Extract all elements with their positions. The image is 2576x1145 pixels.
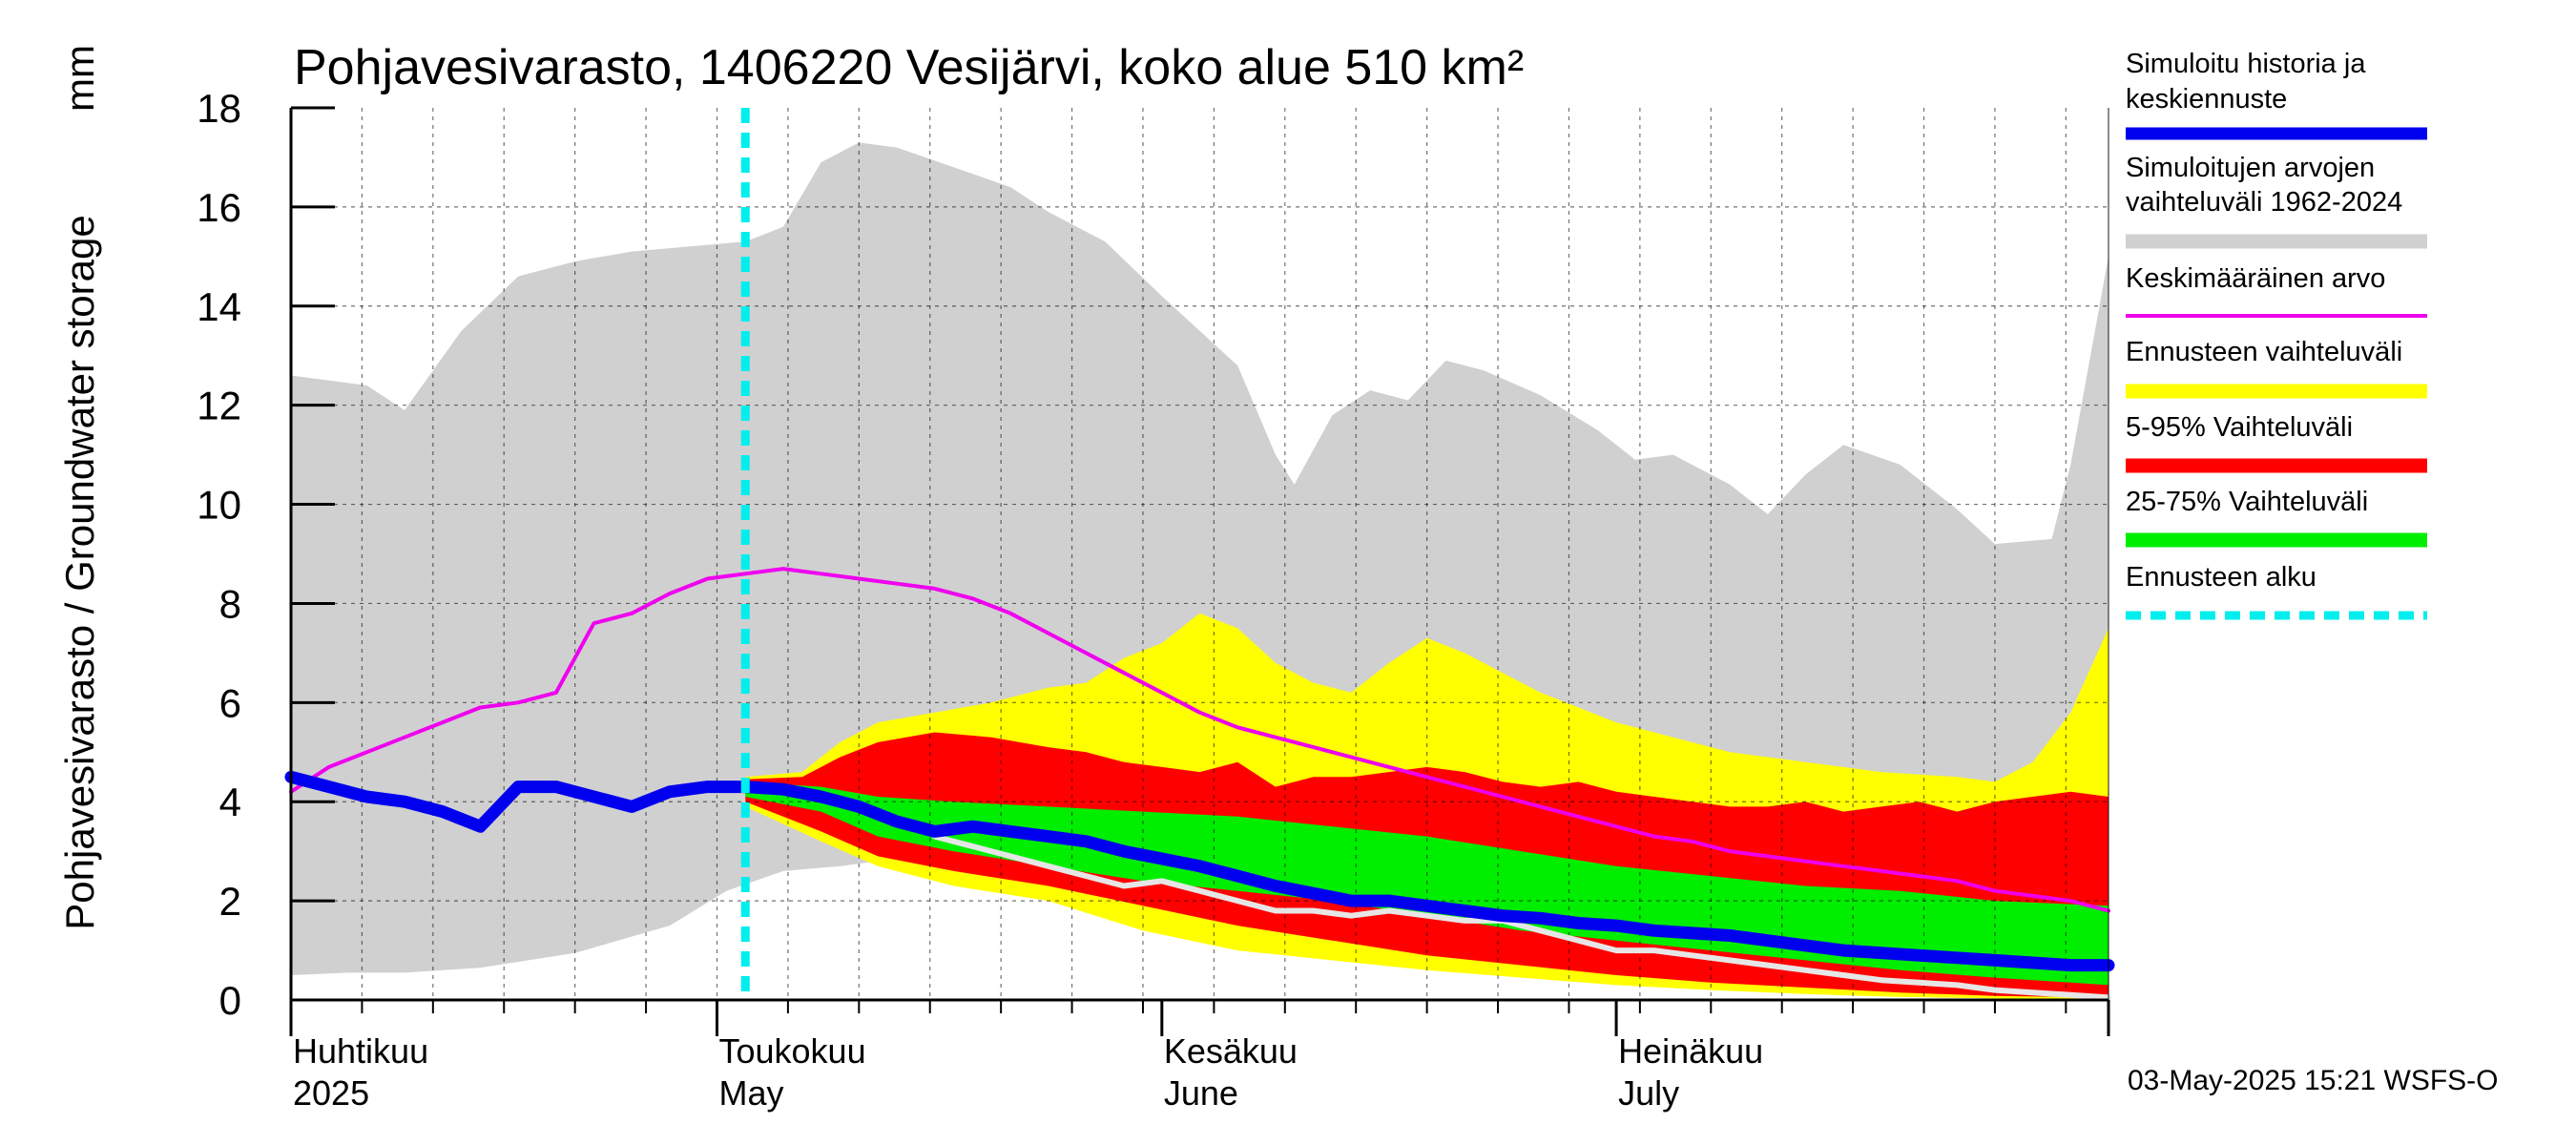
legend-label: 5-95% Vaihteluväli [2126,412,2353,443]
y-tick-label: 6 [219,680,241,725]
legend-label: vaihteluväli 1962-2024 [2126,187,2402,218]
y-axis-unit: mm [57,45,102,112]
y-tick-label: 14 [197,284,241,329]
x-month-label: Huhtikuu [293,1031,428,1071]
grid [290,108,2109,1000]
x-month-sublabel: 2025 [293,1073,369,1113]
y-tick-label: 10 [197,483,241,528]
y-tick-label: 12 [197,384,241,428]
legend-label: Simuloitujen arvojen [2126,153,2375,183]
legend: Simuloitu historia jakeskiennusteSimuloi… [2126,49,2427,620]
mean-line [289,567,2110,913]
x-month-sublabel: May [718,1073,783,1113]
legend-label: Ennusteen vaihteluväli [2126,337,2402,367]
footer-timestamp: 03-May-2025 15:21 WSFS-O [2128,1065,2499,1096]
chart-title: Pohjavesivarasto, 1406220 Vesijärvi, kok… [294,40,1524,95]
y-tick-label: 18 [197,86,241,131]
y-tick-label: 0 [219,978,241,1023]
legend-label: Keskimääräinen arvo [2126,263,2385,294]
y-tick-label: 16 [197,185,241,230]
x-month-label: Kesäkuu [1164,1031,1298,1071]
legend-item-p25_75: 25-75% Vaihteluväli [2126,487,2427,548]
simulated-line [284,770,2115,972]
forecast-light-line [931,833,2111,1001]
x-month-label: Heinäkuu [1618,1031,1763,1071]
legend-label: 25-75% Vaihteluväli [2126,487,2368,517]
legend-item-mean: Keskimääräinen arvo [2126,263,2427,318]
legend-item-start: Ennusteen alku [2126,562,2427,620]
y-tick-label: 2 [219,879,241,924]
x-month-label: Toukokuu [718,1031,865,1071]
y-axis-label: Pohjavesivarasto / Groundwater storage [57,215,102,929]
x-month-sublabel: June [1164,1073,1238,1113]
y-tick-label: 8 [219,581,241,626]
legend-item-forecast_range: Ennusteen vaihteluväli [2126,337,2427,399]
x-month-sublabel: July [1618,1073,1679,1113]
legend-item-hist_range: Simuloitujen arvojen vaihteluväli 1962-20… [2126,153,2427,249]
y-tick-label: 4 [219,780,241,824]
legend-item-sim: Simuloitu historia ja keskiennuste [2126,49,2427,140]
legend-label: keskiennuste [2126,84,2287,114]
legend-label: Ennusteen alku [2126,562,2316,593]
legend-label: Simuloitu historia ja [2126,49,2366,79]
legend-item-p5_95: 5-95% Vaihteluväli [2126,412,2427,473]
